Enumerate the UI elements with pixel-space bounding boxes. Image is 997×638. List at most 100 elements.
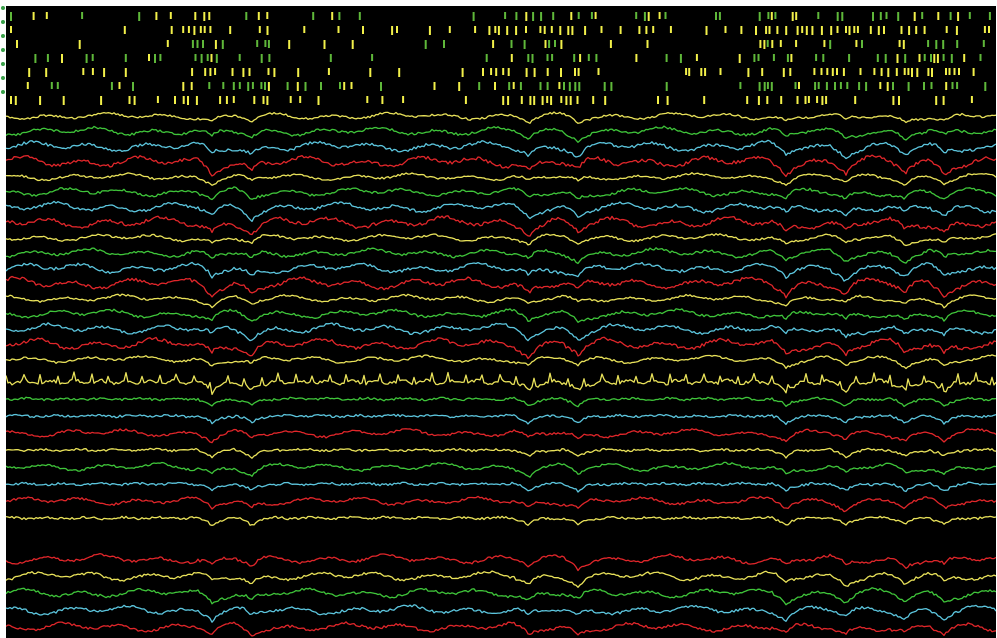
channel-marker: [1, 6, 5, 10]
raster-tick: [478, 82, 481, 90]
raster-tick: [915, 26, 918, 34]
raster-tick: [169, 12, 172, 19]
raster-tick: [936, 54, 939, 63]
raster-tick: [551, 54, 554, 61]
raster-tick: [251, 82, 254, 89]
eeg-trace: [6, 570, 996, 588]
raster-tick: [879, 12, 882, 20]
raster-tick: [592, 96, 595, 104]
raster-tick: [988, 26, 990, 33]
raster-tick: [916, 68, 919, 77]
raster-tick: [688, 68, 691, 76]
eeg-trace: [6, 515, 996, 527]
raster-tick: [195, 96, 198, 105]
raster-tick: [763, 40, 766, 49]
raster-tick: [757, 96, 760, 105]
eeg-trace: [6, 247, 996, 265]
raster-tick: [900, 26, 903, 34]
raster-tick: [869, 26, 872, 34]
raster-tick: [814, 82, 817, 90]
raster-tick: [550, 96, 553, 105]
raster-tick: [531, 54, 534, 63]
eeg-trace: [6, 125, 996, 143]
raster-tick: [880, 68, 883, 76]
eeg-trace: [6, 308, 996, 323]
raster-tick: [320, 82, 322, 90]
raster-tick: [569, 96, 572, 105]
raster-tick: [767, 12, 770, 19]
raster-tick: [91, 54, 94, 61]
raster-tick: [885, 12, 888, 19]
eeg-trace: [6, 413, 996, 426]
raster-tick: [577, 12, 580, 19]
lower-trace-group: [6, 552, 996, 637]
eeg-trace: [6, 154, 996, 178]
raster-tick: [573, 54, 576, 62]
raster-tick: [829, 40, 832, 49]
raster-tick: [39, 96, 42, 105]
raster-tick: [448, 26, 451, 33]
raster-tick: [520, 96, 523, 104]
raster-tick: [861, 40, 863, 48]
raster-tick: [953, 68, 956, 75]
eeg-trace: [6, 172, 996, 186]
eeg-trace: [6, 354, 996, 370]
raster-tick: [836, 26, 839, 33]
upper-trace-group: [6, 111, 996, 370]
raster-tick: [208, 82, 211, 89]
raster-tick: [758, 82, 761, 91]
raster-tick: [753, 54, 756, 62]
raster-tick: [546, 96, 549, 103]
raster-tick: [848, 54, 851, 62]
raster-tick: [560, 40, 563, 49]
raster-tick: [841, 12, 844, 21]
raster-tick: [264, 40, 267, 47]
raster-tick: [942, 54, 945, 61]
raster-tick: [428, 26, 431, 35]
raster-tick: [590, 12, 593, 19]
raster-tick: [187, 96, 189, 105]
raster-tick: [529, 96, 532, 105]
raster-tick: [897, 12, 900, 21]
raster-tick: [253, 96, 256, 104]
raster-tick: [796, 26, 799, 35]
raster-tick: [746, 96, 749, 104]
raster-tick: [958, 68, 960, 75]
raster-tick: [685, 68, 688, 75]
raster-tick: [525, 12, 528, 21]
raster-tick: [963, 54, 966, 62]
raster-tick: [846, 82, 849, 89]
raster-tick: [669, 26, 672, 33]
raster-tick: [193, 26, 196, 35]
channel-marker: [1, 76, 5, 80]
raster-tick: [194, 12, 197, 20]
raster-tick: [231, 68, 234, 76]
raster-tick: [268, 54, 271, 62]
raster-tick: [267, 82, 270, 91]
raster-tick: [544, 40, 547, 48]
raster-tick: [506, 26, 509, 35]
raster-tick: [883, 26, 885, 34]
raster-tick: [911, 68, 913, 77]
raster-tick: [133, 96, 136, 105]
eeg-trace: [6, 200, 996, 223]
raster-tick: [879, 82, 882, 89]
raster-tick: [497, 26, 500, 35]
raster-tick: [260, 82, 263, 89]
raster-tick: [215, 54, 218, 63]
raster-tick: [886, 82, 889, 91]
raster-tick: [546, 54, 549, 61]
raster-tick: [902, 40, 905, 49]
raster-tick: [577, 68, 580, 76]
raster-tick: [203, 12, 206, 21]
raster-tick: [645, 26, 648, 34]
raster-tick: [872, 12, 874, 21]
raster-tick: [830, 26, 833, 35]
raster-tick: [921, 12, 924, 19]
raster-tick: [931, 68, 933, 77]
raster-tick: [187, 26, 190, 33]
raster-tick: [194, 54, 197, 61]
raster-tick: [138, 12, 141, 21]
raster-tick: [541, 96, 544, 105]
raster-tick: [82, 68, 85, 75]
